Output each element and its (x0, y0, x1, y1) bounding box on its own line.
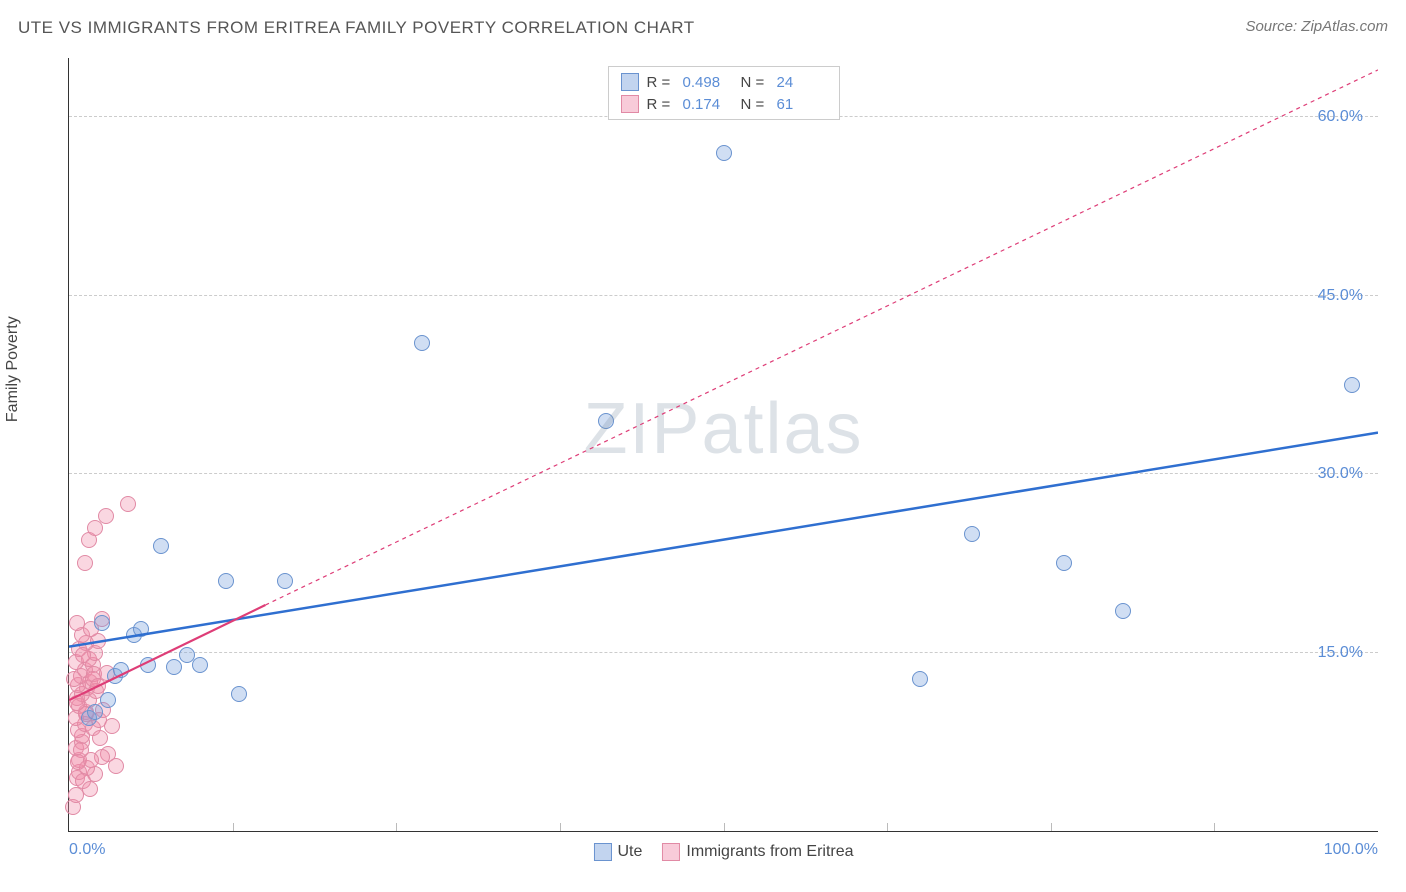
legend-correlation: R = 0.498 N = 24 R = 0.174 N = 61 (608, 66, 840, 120)
gridline-horizontal (69, 473, 1378, 474)
chart-source: Source: ZipAtlas.com (1245, 18, 1388, 35)
plot-area: ZIPatlas R =0.498N =24R =0.174N =61 UteI… (68, 58, 1378, 832)
scatter-point (1056, 555, 1072, 571)
scatter-point (82, 781, 98, 797)
legend-r-value: 0.498 (683, 74, 733, 91)
legend-r-label: R = (647, 96, 675, 113)
regression-lines (69, 58, 1378, 831)
scatter-point (87, 704, 103, 720)
scatter-point (166, 659, 182, 675)
scatter-point (83, 752, 99, 768)
scatter-point (120, 496, 136, 512)
x-minor-tick (887, 823, 888, 831)
legend-correlation-row: R = 0.498 N = 24 (621, 71, 827, 93)
legend-series: Ute Immigrants from Eritrea (593, 843, 853, 861)
scatter-point (964, 526, 980, 542)
legend-n-value: 61 (777, 96, 827, 113)
chart-title: UTE VS IMMIGRANTS FROM ERITREA FAMILY PO… (18, 18, 695, 38)
scatter-point (153, 538, 169, 554)
scatter-point (98, 508, 114, 524)
legend-n-label: N = (741, 74, 769, 91)
x-minor-tick (1051, 823, 1052, 831)
gridline-horizontal (69, 652, 1378, 653)
watermark: ZIPatlas (583, 388, 863, 470)
scatter-point (92, 730, 108, 746)
x-tick-label: 0.0% (69, 841, 105, 859)
x-minor-tick (1214, 823, 1215, 831)
scatter-point (1344, 377, 1360, 393)
scatter-point (77, 555, 93, 571)
scatter-point (113, 662, 129, 678)
x-minor-tick (724, 823, 725, 831)
scatter-point (1115, 603, 1131, 619)
scatter-point (66, 671, 82, 687)
scatter-point (414, 335, 430, 351)
scatter-point (75, 647, 91, 663)
legend-series-label: Ute (617, 843, 642, 861)
scatter-point (104, 718, 120, 734)
legend-series-item: Ute (593, 843, 642, 861)
scatter-point (231, 686, 247, 702)
x-tick-label: 100.0% (1324, 841, 1378, 859)
scatter-point (912, 671, 928, 687)
legend-n-value: 24 (777, 74, 827, 91)
chart-container: Family Poverty ZIPatlas R =0.498N =24R =… (18, 50, 1388, 882)
x-minor-tick (233, 823, 234, 831)
scatter-point (69, 615, 85, 631)
regression-line (69, 433, 1378, 647)
scatter-point (69, 695, 85, 711)
scatter-point (598, 413, 614, 429)
scatter-point (90, 678, 106, 694)
legend-r-value: 0.174 (683, 96, 733, 113)
legend-swatch (662, 843, 680, 861)
legend-n-label: N = (741, 96, 769, 113)
scatter-point (716, 145, 732, 161)
legend-r-label: R = (647, 74, 675, 91)
x-minor-tick (560, 823, 561, 831)
scatter-point (108, 758, 124, 774)
y-tick-label: 45.0% (1318, 287, 1363, 305)
y-tick-label: 15.0% (1318, 644, 1363, 662)
scatter-point (133, 621, 149, 637)
x-minor-tick (396, 823, 397, 831)
legend-swatch (593, 843, 611, 861)
scatter-point (277, 573, 293, 589)
chart-header: UTE VS IMMIGRANTS FROM ERITREA FAMILY PO… (18, 18, 1388, 38)
scatter-point (94, 615, 110, 631)
legend-series-label: Immigrants from Eritrea (686, 843, 853, 861)
legend-series-item: Immigrants from Eritrea (662, 843, 853, 861)
y-tick-label: 30.0% (1318, 465, 1363, 483)
gridline-horizontal (69, 295, 1378, 296)
scatter-point (218, 573, 234, 589)
scatter-point (100, 692, 116, 708)
regression-line (265, 70, 1378, 605)
y-axis-label: Family Poverty (4, 316, 22, 422)
legend-correlation-row: R = 0.174 N = 61 (621, 93, 827, 115)
scatter-point (140, 657, 156, 673)
scatter-point (192, 657, 208, 673)
legend-swatch (621, 95, 639, 113)
legend-swatch (621, 73, 639, 91)
y-tick-label: 60.0% (1318, 108, 1363, 126)
